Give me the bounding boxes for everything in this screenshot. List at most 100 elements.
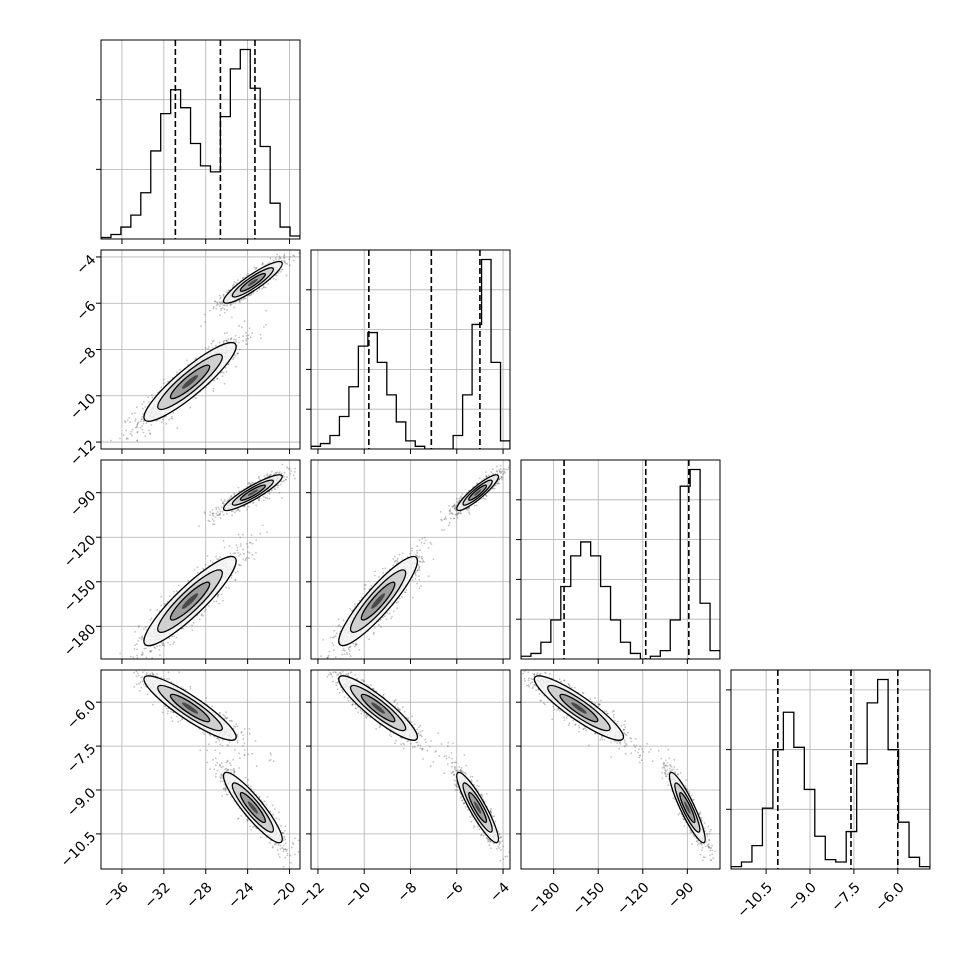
scatter-point bbox=[391, 615, 393, 618]
scatter-point bbox=[414, 577, 417, 580]
scatter-point bbox=[239, 536, 242, 539]
scatter-point bbox=[245, 556, 248, 559]
scatter-point bbox=[405, 589, 408, 591]
scatter-point bbox=[416, 549, 418, 552]
scatter-point bbox=[222, 371, 225, 374]
scatter-point bbox=[142, 420, 145, 423]
scatter-point bbox=[205, 386, 208, 389]
scatter-point bbox=[220, 302, 223, 305]
scatter-point bbox=[242, 548, 245, 551]
scatter-point bbox=[214, 300, 216, 302]
scatter-point bbox=[459, 495, 462, 498]
scatter-point bbox=[135, 426, 138, 429]
scatter-point bbox=[173, 635, 176, 638]
scatter-point bbox=[458, 497, 461, 500]
scatter-point bbox=[219, 556, 222, 558]
scatter-point bbox=[283, 254, 286, 257]
scatter-point bbox=[162, 382, 165, 384]
scatter-point bbox=[135, 406, 138, 409]
scatter-point bbox=[258, 475, 260, 478]
scatter-point bbox=[126, 419, 129, 422]
scatter-point bbox=[216, 594, 219, 597]
scatter-point bbox=[207, 519, 210, 522]
scatter-point bbox=[420, 557, 423, 560]
scatter-point bbox=[247, 483, 250, 485]
scatter-point bbox=[228, 587, 230, 589]
scatter-point bbox=[131, 434, 134, 437]
panel-2-1 bbox=[306, 459, 511, 664]
scatter-point bbox=[272, 259, 275, 262]
scatter-point bbox=[242, 335, 244, 338]
scatter-point bbox=[230, 303, 233, 306]
scatter-point bbox=[419, 549, 421, 552]
scatter-point bbox=[257, 499, 260, 502]
contour-mode-1-level-3 bbox=[247, 278, 258, 287]
scatter-point bbox=[219, 297, 222, 300]
scatter-point bbox=[193, 569, 196, 571]
scatter-point bbox=[150, 451, 152, 453]
scatter-point bbox=[421, 561, 424, 563]
scatter-point bbox=[395, 601, 398, 604]
scatter-point bbox=[290, 470, 293, 472]
contour-mode-0-level-3 bbox=[181, 593, 199, 609]
scatter-point bbox=[211, 561, 214, 564]
scatter-point bbox=[453, 517, 455, 520]
scatter-point bbox=[283, 257, 286, 259]
scatter-point bbox=[156, 609, 159, 611]
scatter-point bbox=[219, 305, 221, 307]
scatter-point bbox=[284, 478, 287, 481]
scatter-point bbox=[390, 617, 392, 620]
scatter-point bbox=[149, 650, 152, 653]
scatter-point bbox=[258, 288, 261, 290]
scatter-point bbox=[172, 643, 175, 645]
scatter-point bbox=[249, 483, 252, 485]
scatter-point bbox=[259, 532, 262, 535]
scatter-point bbox=[278, 255, 281, 258]
scatter-point bbox=[203, 610, 206, 613]
scatter-point bbox=[286, 476, 288, 479]
scatter-point bbox=[411, 596, 414, 599]
scatter-point bbox=[235, 340, 237, 343]
scatter-point bbox=[349, 655, 352, 657]
scatter-point bbox=[226, 308, 229, 311]
scatter-point bbox=[418, 539, 421, 541]
scatter-point bbox=[203, 511, 206, 513]
scatter-point bbox=[234, 578, 237, 581]
scatter-point bbox=[245, 334, 248, 337]
scatter-point bbox=[245, 338, 248, 340]
scatter-point bbox=[252, 502, 255, 504]
scatter-point bbox=[253, 266, 256, 268]
scatter-point bbox=[414, 571, 417, 574]
scatter-point bbox=[348, 653, 351, 655]
scatter-point bbox=[272, 277, 275, 280]
scatter-point bbox=[237, 555, 240, 557]
scatter-point bbox=[213, 600, 216, 603]
scatter-point bbox=[262, 499, 265, 502]
scatter-point bbox=[341, 649, 344, 652]
scatter-point bbox=[342, 648, 345, 650]
scatter-point bbox=[142, 637, 144, 639]
scatter-point bbox=[233, 340, 236, 343]
scatter-point bbox=[404, 591, 406, 594]
scatter-point bbox=[144, 435, 147, 438]
scatter-point bbox=[192, 621, 195, 624]
scatter-point bbox=[418, 579, 421, 581]
scatter-point bbox=[125, 429, 128, 432]
scatter-point bbox=[246, 343, 248, 346]
scatter-point bbox=[332, 649, 335, 652]
scatter-point bbox=[221, 302, 224, 304]
scatter-point bbox=[382, 571, 385, 574]
scatter-point bbox=[471, 486, 474, 488]
scatter-point bbox=[233, 356, 236, 359]
scatter-point bbox=[414, 573, 417, 576]
scatter-point bbox=[242, 276, 245, 279]
scatter-point bbox=[122, 434, 125, 436]
scatter-point bbox=[271, 470, 273, 473]
scatter-point bbox=[363, 584, 366, 587]
scatter-point bbox=[173, 590, 175, 593]
scatter-point bbox=[248, 505, 251, 508]
scatter-point bbox=[329, 636, 332, 639]
scatter-point bbox=[245, 558, 247, 560]
scatter-point bbox=[248, 294, 251, 297]
scatter-point bbox=[216, 514, 219, 516]
